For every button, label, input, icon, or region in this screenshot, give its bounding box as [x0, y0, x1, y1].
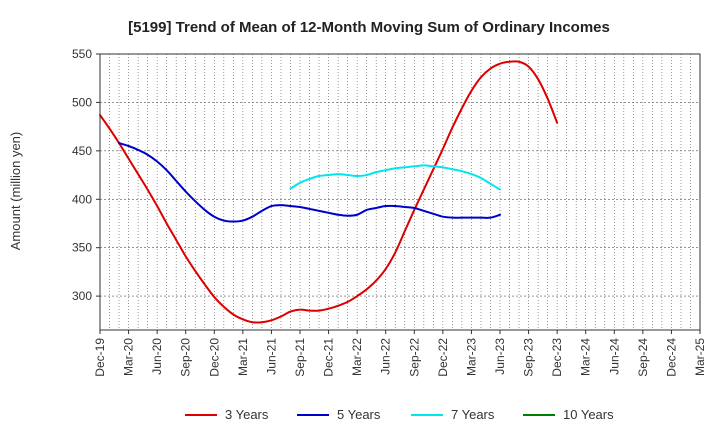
y-tick-label: 350	[72, 241, 92, 255]
legend-label-3-years: 3 Years	[225, 407, 269, 422]
series-layer	[99, 60, 559, 324]
legend-label-7-years: 7 Years	[451, 407, 495, 422]
x-tick-label: Mar-22	[350, 338, 364, 376]
legend-label-5-years: 5 Years	[337, 407, 381, 422]
y-tick-label: 300	[72, 289, 92, 303]
x-tick-label: Jun-20	[150, 338, 164, 375]
y-tick-label: 550	[72, 47, 92, 61]
x-tick-label: Sep-23	[522, 338, 536, 377]
chart-title: [5199] Trend of Mean of 12-Month Moving …	[128, 19, 610, 36]
series-line-7-years	[289, 164, 501, 191]
x-tick-label: Jun-21	[264, 338, 278, 375]
x-tick-label: Dec-19	[93, 338, 107, 377]
x-tick-label: Dec-20	[207, 338, 221, 377]
x-tick-label: Jun-23	[493, 338, 507, 375]
series-line-5-years	[118, 142, 501, 223]
y-tick-label: 400	[72, 192, 92, 206]
legend-label-10-years: 10 Years	[563, 407, 614, 422]
x-tick-label: Sep-22	[407, 338, 421, 377]
y-axis: 300 350 400 450 500 550	[72, 47, 100, 303]
x-tick-label: Jun-22	[379, 338, 393, 375]
x-tick-label: Mar-24	[579, 338, 593, 376]
x-tick-label: Sep-24	[636, 338, 650, 377]
x-axis: Dec-19 Mar-20 Jun-20 Sep-20 Dec-20 Mar-21 Jun-…	[93, 330, 707, 377]
y-axis-label: Amount (million yen)	[8, 132, 23, 251]
y-tick-label: 450	[72, 144, 92, 158]
plot-area	[100, 54, 700, 330]
x-tick-label: Sep-20	[179, 338, 193, 377]
legend: 3 Years 5 Years 7 Years 10 Years	[185, 407, 614, 422]
x-tick-label: Mar-25	[693, 338, 707, 376]
x-tick-label: Sep-21	[293, 338, 307, 377]
series-line-3-years	[99, 60, 559, 324]
x-tick-label: Mar-20	[122, 338, 136, 376]
x-tick-label: Dec-23	[550, 338, 564, 377]
x-tick-label: Dec-21	[322, 338, 336, 377]
x-tick-label: Mar-23	[464, 338, 478, 376]
y-tick-label: 500	[72, 95, 92, 109]
plot-frame	[99, 53, 701, 331]
x-tick-label: Jun-24	[607, 338, 621, 375]
x-tick-label: Dec-22	[436, 338, 450, 377]
x-tick-label: Mar-21	[236, 338, 250, 376]
x-tick-label: Dec-24	[664, 338, 678, 377]
